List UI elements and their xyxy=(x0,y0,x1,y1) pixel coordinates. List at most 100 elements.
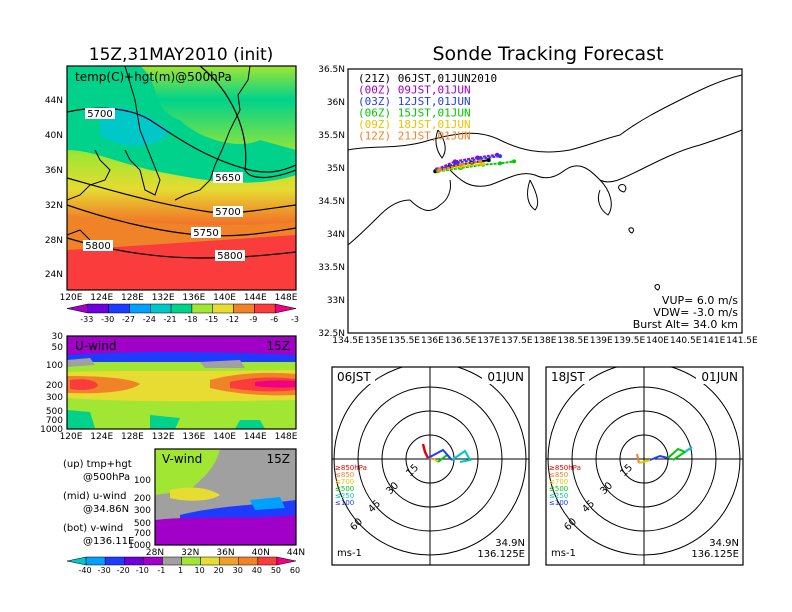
colorbar-swatch xyxy=(66,556,87,566)
track-lon-ticks: 134.5E 135E 135.5E 136E 136.5E 137E 137.5E 138E… xyxy=(332,336,758,346)
coast-island-1 xyxy=(618,184,627,193)
lon-tick-label: 135.5E xyxy=(389,336,421,346)
track-line-2 xyxy=(437,155,501,171)
colorbar-label: 1 xyxy=(178,566,183,575)
colorbar-swatch xyxy=(200,556,220,566)
track-point xyxy=(486,158,491,163)
lat-tick-label: 36.5N xyxy=(318,65,345,75)
lon-tick-label: 120E xyxy=(60,293,83,303)
pressure-tick-label: 50 xyxy=(52,343,64,353)
lon-tick-label: 139E xyxy=(590,336,613,346)
temp-lat-ticks: 44N 40N 36N 32N 28N 24N xyxy=(45,96,63,280)
hodo-lon: 136.125E xyxy=(691,549,739,560)
u-lon-ticks: 120E 124E 128E 132E 136E 140E 144E 148E xyxy=(60,432,298,442)
lat-tick-label: 32.5N xyxy=(318,329,345,339)
lon-tick-label: 132E xyxy=(152,293,175,303)
hodo-18jst-trace-blue xyxy=(649,454,669,461)
colorbar-label: -10 xyxy=(136,566,149,575)
contour-label-bg xyxy=(213,206,243,217)
contour-label-bg xyxy=(83,240,113,251)
colorbar-swatch xyxy=(170,303,193,314)
pressure-tick-label: 200 xyxy=(134,494,151,504)
pressure-tick-label: 1000 xyxy=(40,425,63,435)
hodo-date: 01JUN xyxy=(701,370,738,384)
hodo-18jst-rings xyxy=(546,367,743,565)
lon-tick-label: 140E xyxy=(646,336,669,346)
lon-tick-label: 124E xyxy=(90,432,113,442)
lat-tick-label: 36N xyxy=(216,548,234,558)
hodo-06jst-trace-red xyxy=(421,443,430,459)
colorbar-swatch xyxy=(191,303,213,314)
u-wind-frame xyxy=(66,335,297,430)
coast-honshu-south xyxy=(449,129,743,187)
lon-tick-label: 139.5E xyxy=(614,336,646,346)
lon-tick-label: 136E xyxy=(421,336,444,346)
lat-tick-label: 40N xyxy=(252,548,270,558)
colorbar-label: -40 xyxy=(79,566,92,575)
hodo-18jst-trace-yellow xyxy=(638,459,651,464)
lon-tick-label: 141.5E xyxy=(726,336,758,346)
pressure-tick-label: 200 xyxy=(46,381,63,391)
coast-izu xyxy=(597,179,612,216)
lon-tick-label: 140E xyxy=(213,293,236,303)
vdw-annotation: VDW= -3.0 m/s xyxy=(653,306,738,319)
lon-tick-label: 124E xyxy=(90,293,113,303)
track-legend: (21Z) 06JST,01JUN2010(00Z) 09JST,01JUN(0… xyxy=(358,72,497,143)
colorbar-label: -18 xyxy=(184,315,197,324)
coast-island-3 xyxy=(654,284,660,291)
temp-field-shapes xyxy=(67,66,296,290)
v-yellow-patch xyxy=(170,487,220,501)
level-legend: ≤100 xyxy=(335,499,354,507)
lat-tick-label: 32N xyxy=(181,548,199,558)
track-lat-ticks: 36.5N 36N 35.5N 35N 34.5N 34N 33.5N 33N 32.5N xyxy=(318,65,345,339)
legend-entry-3: (06Z) 15JST,01JUN xyxy=(358,107,471,120)
level-legend: ≤850 xyxy=(335,471,354,479)
level-legend: ≤250 xyxy=(549,492,568,500)
coast-island-2 xyxy=(628,227,634,234)
colorbar-swatch xyxy=(276,556,297,566)
track-map-frame xyxy=(347,68,743,334)
v-wind-time: 15Z xyxy=(267,452,291,466)
hodo-time-bg xyxy=(549,370,589,384)
lat-tick-label: 40N xyxy=(45,131,63,141)
temp-lon-ticks: 120E 124E 128E 132E 136E 140E 144E 148E xyxy=(60,293,298,303)
lon-tick-label: 136E xyxy=(182,432,205,442)
hodo-lat: 34.9N xyxy=(495,538,525,549)
lon-tick-label: 148E xyxy=(275,293,298,303)
lon-tick-label: 136.5E xyxy=(445,336,477,346)
level-legend: ≥850hPa xyxy=(549,464,581,472)
coast-shikoku xyxy=(347,199,411,246)
note-bot-line1: (bot) v-wind xyxy=(63,523,123,534)
contour-5650 xyxy=(199,66,296,179)
track-series xyxy=(433,152,517,174)
colorbar-label: -20 xyxy=(117,566,130,575)
colorbar-swatch xyxy=(108,303,130,314)
lon-tick-label: 135E xyxy=(365,336,388,346)
level-legend: ≤700 xyxy=(549,478,568,486)
colorbar-swatch xyxy=(212,303,234,314)
lat-tick-label: 33N xyxy=(327,296,345,306)
burst-annotation: Burst Alt= 34.0 km xyxy=(633,318,738,331)
left-title: 15Z,31MAY2010 (init) xyxy=(89,45,274,65)
pressure-tick-label: 700 xyxy=(46,416,63,426)
pressure-tick-label: 1000 xyxy=(128,541,151,551)
level-legend: ≤700 xyxy=(335,478,354,486)
level-legend: ≤250 xyxy=(335,492,354,500)
colorbar-label: -6 xyxy=(270,315,278,324)
level-legend: ≥850hPa xyxy=(335,464,367,472)
lat-tick-label: 36N xyxy=(327,98,345,108)
hodo-18jst-trace-green xyxy=(667,447,688,461)
hodo-date-bg xyxy=(696,370,740,384)
lon-tick-label: 132E xyxy=(152,432,175,442)
u-lower-patches xyxy=(67,410,265,429)
note-up-line2: @500hPa xyxy=(83,472,130,483)
note-bot-line2: @136.11E xyxy=(83,536,134,547)
vup-annotation: VUP= 6.0 m/s xyxy=(662,294,738,307)
legend-entry-5: (12Z) 21JST,01JUN xyxy=(358,130,471,143)
track-point xyxy=(512,159,517,164)
lon-tick-label: 140E xyxy=(213,432,236,442)
lon-tick-label: 138.5E xyxy=(557,336,589,346)
colorbar-label: -27 xyxy=(122,315,135,324)
lon-tick-label: 144E xyxy=(244,293,267,303)
